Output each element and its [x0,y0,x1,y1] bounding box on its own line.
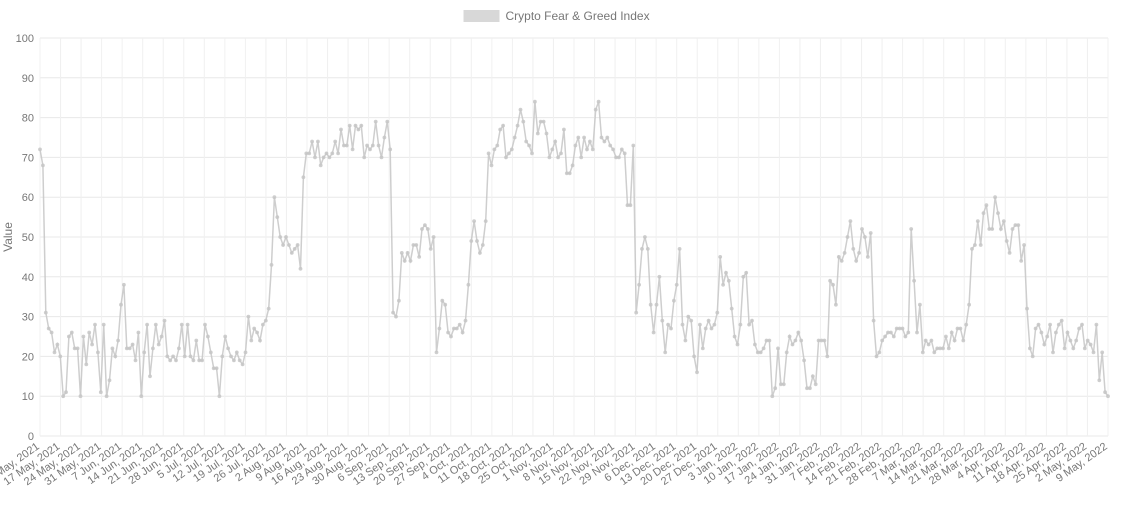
svg-text:30: 30 [22,312,34,324]
fear-greed-chart: 010203040506070809010010 May, 202117 May… [0,0,1124,531]
svg-text:80: 80 [22,113,34,125]
svg-text:70: 70 [22,152,34,164]
svg-text:Crypto Fear & Greed Index: Crypto Fear & Greed Index [506,9,650,23]
svg-text:60: 60 [22,192,34,204]
svg-text:20: 20 [22,351,34,363]
svg-text:Value: Value [1,222,15,252]
svg-text:90: 90 [22,73,34,85]
svg-text:100: 100 [16,33,34,45]
chart-legend: Crypto Fear & Greed Index [464,9,650,23]
svg-text:10: 10 [22,391,34,403]
svg-text:40: 40 [22,272,34,284]
svg-text:50: 50 [22,232,34,244]
chart-svg: 010203040506070809010010 May, 202117 May… [0,0,1124,531]
